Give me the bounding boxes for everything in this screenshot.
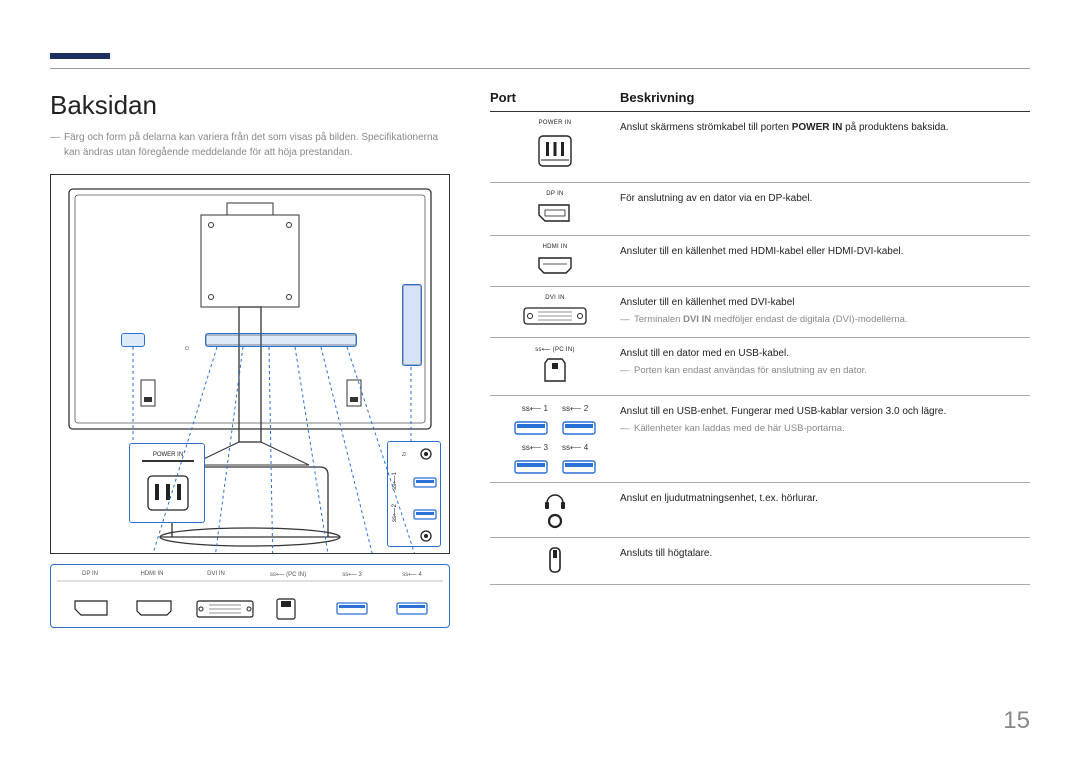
- th-port: Port: [490, 90, 620, 105]
- main-content: Baksidan Färg och form på delarna kan va…: [50, 90, 1030, 628]
- highlight-side-panel: [402, 284, 422, 366]
- left-column: Baksidan Färg och form på delarna kan va…: [50, 90, 450, 628]
- table-header: Port Beskrivning: [490, 90, 1030, 112]
- callout-power-in: POWER IN: [129, 443, 205, 523]
- usb-label: ss⟵ 1: [522, 404, 548, 413]
- port-panel-callout: DP IN HDMI IN DVI IN ss⟵ (PC IN) ss⟵ 3 s…: [50, 564, 450, 628]
- port-desc: Anslut skärmens strömkabel till porten P…: [620, 120, 1030, 135]
- power-in-label: POWER IN: [153, 452, 183, 458]
- port-desc: Ansluts till högtalare.: [620, 546, 1030, 561]
- port-label: POWER IN: [539, 120, 572, 126]
- dp-icon: [533, 201, 577, 227]
- port-note: Källenheter kan laddas med de här USB-po…: [620, 422, 1030, 436]
- table-row: ss⟵ 1 ss⟵ 2 ss⟵ 3 ss⟵ 4: [490, 396, 1030, 483]
- usb-label: ss⟵ 3: [522, 443, 548, 452]
- table-row: Ansluts till högtalare.: [490, 538, 1030, 585]
- headphone-icon: [541, 491, 569, 529]
- table-row: ss⟵ (PC IN) Anslut till en dator med en …: [490, 338, 1030, 396]
- title-caption: Färg och form på delarna kan variera frå…: [50, 131, 450, 160]
- page-number: 15: [1003, 707, 1030, 735]
- port-label: HDMI IN: [542, 244, 567, 250]
- usb-a-icon: [514, 460, 548, 474]
- right-column: Port Beskrivning POWER IN Anslut skärmen…: [490, 90, 1030, 628]
- usb-a-icon: [562, 421, 596, 435]
- port-desc: Ansluter till en källenhet med DVI-kabel…: [620, 295, 1030, 327]
- table-row: DVI IN Ansluter till en källenhet med DV…: [490, 287, 1030, 338]
- table-row: DP IN För anslutning av en dator via en …: [490, 183, 1030, 236]
- svg-text:ss⟵2: ss⟵2: [392, 503, 398, 522]
- port-desc: Anslut till en dator med en USB-kabel. P…: [620, 346, 1030, 378]
- header-accent-bar: [50, 53, 110, 59]
- ports-table: Port Beskrivning POWER IN Anslut skärmen…: [490, 90, 1030, 585]
- svg-text:♫: ♫: [401, 451, 406, 458]
- port-desc: Anslut en ljudutmatningsenhet, t.ex. hör…: [620, 491, 1030, 506]
- usb-label: ss⟵ 2: [562, 404, 588, 413]
- port-note: Terminalen DVI IN medföljer endast de di…: [620, 313, 1030, 327]
- svg-text:⏻: ⏻: [185, 346, 189, 352]
- dvi-icon: [520, 305, 590, 329]
- port-label: ss⟵ (PC IN): [535, 346, 575, 353]
- usb-b-icon: [540, 357, 570, 387]
- power-in-icon: [533, 130, 577, 174]
- th-desc: Beskrivning: [620, 90, 1030, 105]
- highlight-port-strip: [205, 333, 357, 347]
- usb-a-icon: [514, 421, 548, 435]
- callout-side-ports: ♫ ss⟵1 ss⟵2: [387, 441, 441, 547]
- table-row: POWER IN Anslut skärmens strömkabel till…: [490, 112, 1030, 183]
- header-rule: [50, 68, 1030, 69]
- port-desc: Ansluter till en källenhet med HDMI-kabe…: [620, 244, 1030, 259]
- usb-label: ss⟵ 4: [562, 443, 588, 452]
- usb-a-icon: [562, 460, 596, 474]
- table-row: HDMI IN Ansluter till en källenhet med H…: [490, 236, 1030, 287]
- page-title: Baksidan: [50, 90, 450, 121]
- port-note: Porten kan endast användas för anslutnin…: [620, 364, 1030, 378]
- table-row: Anslut en ljudutmatningsenhet, t.ex. hör…: [490, 483, 1030, 538]
- port-label: DP IN: [546, 191, 563, 197]
- port-desc: För anslutning av en dator via en DP-kab…: [620, 191, 1030, 206]
- monitor-rear-diagram: ⏻ POWER IN: [50, 174, 450, 554]
- port-label: DVI IN: [545, 295, 564, 301]
- speaker-out-icon: [543, 546, 567, 576]
- hdmi-icon: [533, 254, 577, 278]
- highlight-kensington: [121, 333, 145, 347]
- svg-text:ss⟵1: ss⟵1: [392, 471, 398, 490]
- port-desc: Anslut till en USB-enhet. Fungerar med U…: [620, 404, 1030, 436]
